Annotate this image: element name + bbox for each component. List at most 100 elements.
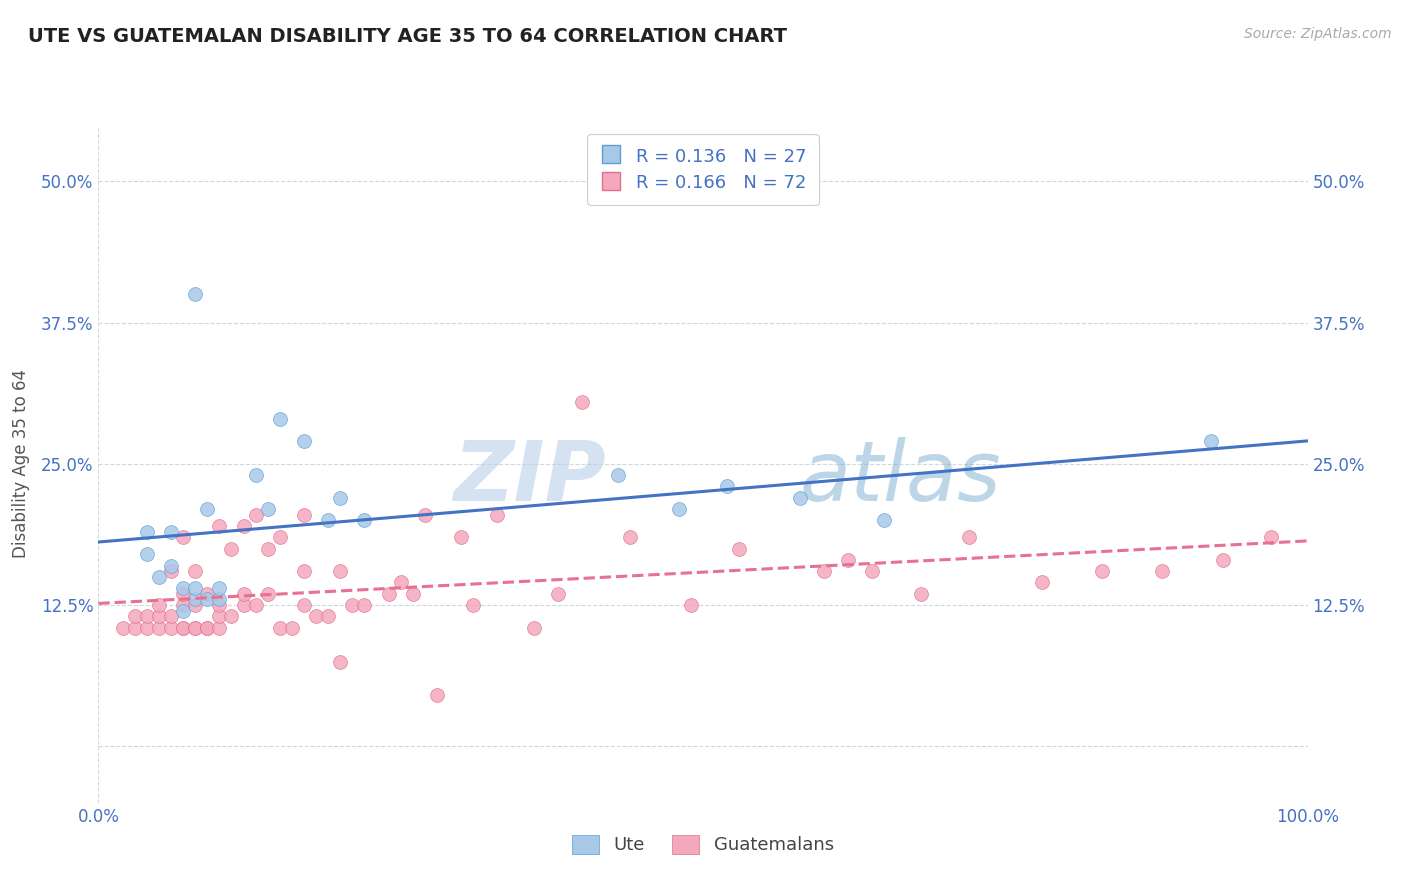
Text: Source: ZipAtlas.com: Source: ZipAtlas.com bbox=[1244, 27, 1392, 41]
Point bbox=[245, 508, 267, 522]
Point bbox=[124, 609, 146, 624]
Point bbox=[208, 592, 231, 607]
Point bbox=[111, 621, 134, 635]
Point bbox=[232, 519, 254, 533]
Point bbox=[619, 530, 641, 544]
Point bbox=[208, 598, 231, 612]
Point bbox=[292, 564, 315, 578]
Point bbox=[413, 508, 436, 522]
Point bbox=[195, 592, 218, 607]
Point bbox=[607, 468, 630, 483]
Point bbox=[1260, 530, 1282, 544]
Point bbox=[245, 598, 267, 612]
Point bbox=[389, 575, 412, 590]
Point bbox=[547, 587, 569, 601]
Legend: Ute, Guatemalans: Ute, Guatemalans bbox=[565, 828, 841, 862]
Point bbox=[571, 394, 593, 409]
Text: ZIP: ZIP bbox=[454, 437, 606, 518]
Point bbox=[523, 621, 546, 635]
Point bbox=[353, 513, 375, 527]
Point bbox=[160, 609, 183, 624]
Point bbox=[208, 581, 231, 595]
Point bbox=[789, 491, 811, 505]
Point bbox=[172, 621, 194, 635]
Point bbox=[668, 502, 690, 516]
Point bbox=[450, 530, 472, 544]
Point bbox=[221, 541, 243, 556]
Point bbox=[316, 609, 339, 624]
Point bbox=[957, 530, 980, 544]
Point bbox=[135, 524, 157, 539]
Point bbox=[402, 587, 425, 601]
Point bbox=[208, 519, 231, 533]
Point bbox=[728, 541, 751, 556]
Point bbox=[342, 598, 364, 612]
Point bbox=[184, 621, 207, 635]
Point bbox=[160, 558, 183, 573]
Point bbox=[256, 541, 278, 556]
Point bbox=[1212, 553, 1234, 567]
Point bbox=[329, 491, 352, 505]
Point bbox=[208, 621, 231, 635]
Point bbox=[316, 513, 339, 527]
Point bbox=[172, 621, 194, 635]
Point bbox=[195, 502, 218, 516]
Point bbox=[160, 564, 183, 578]
Point bbox=[1152, 564, 1174, 578]
Point bbox=[353, 598, 375, 612]
Point bbox=[813, 564, 835, 578]
Point bbox=[148, 570, 170, 584]
Point bbox=[135, 621, 157, 635]
Point bbox=[184, 598, 207, 612]
Point bbox=[172, 581, 194, 595]
Point bbox=[292, 508, 315, 522]
Point bbox=[860, 564, 883, 578]
Point bbox=[232, 598, 254, 612]
Point bbox=[292, 434, 315, 449]
Point bbox=[329, 564, 352, 578]
Point bbox=[184, 581, 207, 595]
Point bbox=[426, 689, 449, 703]
Point bbox=[195, 587, 218, 601]
Point bbox=[305, 609, 328, 624]
Point bbox=[329, 655, 352, 669]
Point bbox=[873, 513, 896, 527]
Point bbox=[486, 508, 509, 522]
Point bbox=[172, 604, 194, 618]
Point bbox=[716, 479, 738, 493]
Point bbox=[184, 287, 207, 301]
Point bbox=[269, 530, 291, 544]
Point bbox=[148, 598, 170, 612]
Point bbox=[269, 411, 291, 425]
Point bbox=[679, 598, 702, 612]
Point bbox=[160, 524, 183, 539]
Point bbox=[281, 621, 304, 635]
Point bbox=[256, 502, 278, 516]
Point bbox=[195, 621, 218, 635]
Point bbox=[184, 621, 207, 635]
Point bbox=[184, 592, 207, 607]
Point bbox=[292, 598, 315, 612]
Point bbox=[221, 609, 243, 624]
Point bbox=[1199, 434, 1222, 449]
Point bbox=[837, 553, 859, 567]
Point bbox=[256, 587, 278, 601]
Point bbox=[160, 621, 183, 635]
Point bbox=[148, 609, 170, 624]
Y-axis label: Disability Age 35 to 64: Disability Age 35 to 64 bbox=[11, 369, 30, 558]
Point bbox=[172, 587, 194, 601]
Point bbox=[172, 530, 194, 544]
Point bbox=[135, 547, 157, 561]
Point bbox=[245, 468, 267, 483]
Text: atlas: atlas bbox=[800, 437, 1001, 518]
Point bbox=[269, 621, 291, 635]
Point bbox=[184, 564, 207, 578]
Point bbox=[208, 609, 231, 624]
Point bbox=[377, 587, 399, 601]
Text: UTE VS GUATEMALAN DISABILITY AGE 35 TO 64 CORRELATION CHART: UTE VS GUATEMALAN DISABILITY AGE 35 TO 6… bbox=[28, 27, 787, 45]
Point bbox=[232, 587, 254, 601]
Point bbox=[910, 587, 932, 601]
Point bbox=[195, 621, 218, 635]
Point bbox=[172, 598, 194, 612]
Point bbox=[463, 598, 485, 612]
